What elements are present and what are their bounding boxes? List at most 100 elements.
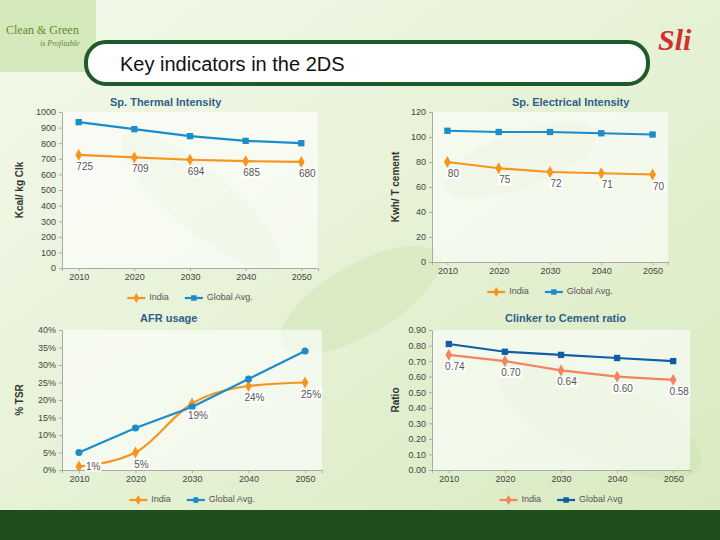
logo-left-box bbox=[0, 0, 96, 72]
y-tick-label: 0.70 bbox=[408, 356, 426, 366]
data-label-group: 725 bbox=[75, 161, 94, 172]
y-tick-label: 800 bbox=[41, 139, 56, 149]
data-label: 1% bbox=[86, 461, 101, 472]
y-tick-mark bbox=[59, 330, 62, 331]
y-axis: 01002003004005006007008009001000 bbox=[36, 107, 63, 273]
data-label-group: 72 bbox=[549, 178, 563, 189]
x-tick: 2010 bbox=[438, 262, 458, 276]
y-tick-mark bbox=[429, 408, 432, 409]
data-label-patch bbox=[298, 168, 317, 179]
data-label-patch bbox=[244, 392, 266, 403]
series-marker bbox=[558, 352, 564, 358]
y-tick-mark bbox=[59, 435, 62, 436]
legend-item: Global Avg. bbox=[545, 286, 613, 296]
y-tick: 0.10 bbox=[408, 450, 432, 460]
logo-left-subtext: is Profitable bbox=[40, 39, 80, 48]
legend-label: Global Avg. bbox=[209, 494, 255, 504]
y-tick: 80 bbox=[416, 157, 432, 167]
x-tick-label: 2040 bbox=[239, 474, 259, 484]
x-tick-label: 2050 bbox=[296, 474, 316, 484]
x-tick: 2050 bbox=[296, 470, 316, 484]
y-tick: 400 bbox=[41, 201, 62, 211]
y-axis-title: Kwh/ T cement bbox=[390, 151, 401, 222]
x-tick-mark bbox=[673, 470, 674, 473]
x-tick-mark bbox=[561, 470, 562, 473]
data-label-patch bbox=[444, 361, 466, 372]
legend-swatch-marker bbox=[133, 293, 139, 303]
series-marker bbox=[444, 128, 450, 134]
legend-label: India bbox=[149, 292, 169, 302]
y-tick-label: 600 bbox=[41, 170, 56, 180]
legend-item: Global Avg. bbox=[187, 494, 255, 504]
y-tick-label: 25% bbox=[38, 378, 56, 388]
data-label: 72 bbox=[550, 178, 562, 189]
plot-area bbox=[444, 128, 656, 181]
y-tick-mark bbox=[59, 348, 62, 349]
y-tick: 15% bbox=[38, 413, 62, 423]
series-marker bbox=[598, 167, 605, 179]
x-tick: 2020 bbox=[126, 470, 146, 484]
y-tick-mark bbox=[429, 137, 432, 138]
data-label-group: 19% bbox=[187, 410, 209, 421]
data-label-patch bbox=[187, 166, 206, 177]
x-axis-line bbox=[433, 471, 691, 474]
legend-item: Global Avg. bbox=[185, 292, 253, 302]
legend-item: India bbox=[487, 286, 529, 297]
series-marker bbox=[75, 449, 82, 456]
x-tick-label: 2010 bbox=[69, 272, 89, 282]
data-labels: 1%5%19%24%25% bbox=[85, 389, 322, 472]
x-tick: 2020 bbox=[495, 470, 515, 484]
y-axis-line bbox=[429, 113, 433, 263]
y-tick: 0.50 bbox=[408, 388, 432, 398]
plot-area bbox=[75, 119, 304, 168]
y-tick-label: 5% bbox=[43, 448, 56, 458]
x-tick-mark bbox=[190, 268, 191, 271]
data-labels: 8075727170 bbox=[447, 168, 666, 192]
x-tick-mark bbox=[499, 262, 500, 265]
y-tick-label: 120 bbox=[411, 107, 426, 117]
series-marker bbox=[547, 129, 553, 135]
legend-swatch-marker bbox=[135, 495, 141, 505]
y-tick-mark bbox=[59, 206, 62, 207]
x-tick: 2050 bbox=[292, 268, 312, 282]
x-tick: 2050 bbox=[643, 262, 663, 276]
series-marker bbox=[132, 447, 139, 459]
data-label-group: 71 bbox=[601, 179, 615, 190]
x-tick: 2050 bbox=[664, 470, 684, 484]
x-tick-label: 2050 bbox=[643, 266, 663, 276]
legend-label: Global Avg. bbox=[207, 292, 253, 302]
logo-right: Sli bbox=[658, 23, 692, 56]
y-tick-mark bbox=[429, 361, 432, 362]
legend: IndiaGlobal Avg bbox=[500, 494, 623, 505]
x-tick-mark bbox=[617, 470, 618, 473]
y-tick-label: 0.30 bbox=[408, 419, 426, 429]
x-tick-label: 2050 bbox=[664, 474, 684, 484]
plot-background bbox=[62, 112, 318, 268]
y-tick: 5% bbox=[43, 448, 62, 458]
data-label-group: 685 bbox=[242, 167, 261, 178]
x-tick-label: 2030 bbox=[182, 474, 202, 484]
logo-left-text: Clean & Green bbox=[6, 23, 79, 37]
chart-panel: 0100200300400500600700800900100020102020… bbox=[14, 96, 319, 303]
y-tick-label: 400 bbox=[41, 201, 56, 211]
y-tick: 900 bbox=[41, 123, 62, 133]
y-axis-title: Ratio bbox=[390, 388, 401, 413]
x-tick-label: 2040 bbox=[592, 266, 612, 276]
data-label: 25% bbox=[301, 389, 321, 400]
series-marker bbox=[496, 129, 502, 135]
y-tick-label: 20% bbox=[38, 395, 56, 405]
legend: India Global Avg. bbox=[127, 292, 252, 303]
y-tick: 40 bbox=[416, 207, 432, 217]
data-label-patch bbox=[652, 181, 666, 192]
series-marker bbox=[547, 166, 554, 178]
y-tick-label: 500 bbox=[41, 185, 56, 195]
y-tick-label: 0.60 bbox=[408, 372, 426, 382]
y-tick-mark bbox=[59, 383, 62, 384]
y-tick-label: 0% bbox=[43, 465, 56, 475]
series-marker bbox=[131, 126, 137, 132]
background bbox=[0, 0, 720, 540]
y-axis: 0%5%10%15%20%25%30%35%40% bbox=[38, 325, 63, 475]
series-marker bbox=[302, 377, 309, 389]
series-marker bbox=[242, 138, 248, 144]
y-tick-mark bbox=[59, 221, 62, 222]
